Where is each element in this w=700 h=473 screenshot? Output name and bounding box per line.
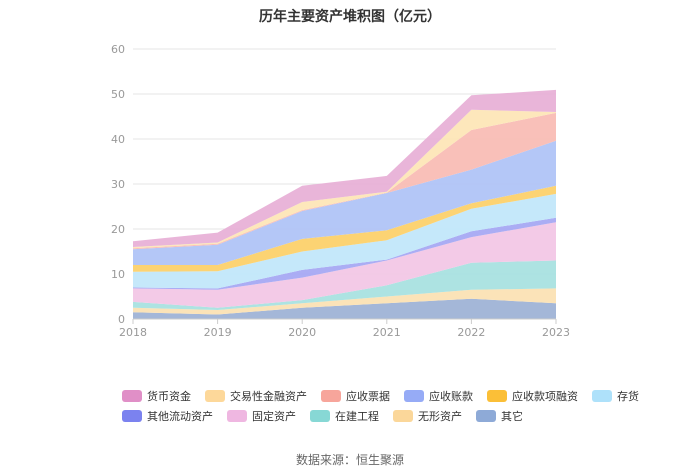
legend-label: 固定资产 [252, 410, 296, 423]
legend-item[interactable]: 在建工程 [310, 408, 379, 424]
legend-swatch [122, 410, 142, 422]
legend-swatch [205, 390, 225, 402]
x-tick-label: 2019 [204, 326, 232, 339]
y-tick-label: 10 [111, 268, 125, 281]
legend-swatch [227, 410, 247, 422]
legend-row: 其他流动资产 固定资产 在建工程 无形资产 其它 [122, 406, 602, 426]
area-series[interactable] [133, 140, 556, 265]
area-series[interactable] [133, 193, 556, 289]
legend-item[interactable]: 应收款项融资 [487, 388, 578, 404]
legend-swatch [122, 390, 142, 402]
x-tick-label: 2020 [288, 326, 316, 339]
legend-item[interactable]: 应收票据 [321, 388, 390, 404]
y-tick-label: 50 [111, 88, 125, 101]
chart-title: 历年主要资产堆积图（亿元） [259, 9, 441, 25]
legend-item[interactable]: 交易性金融资产 [205, 388, 307, 404]
y-tick-label: 30 [111, 178, 125, 191]
legend: 货币资金 交易性金融资产 应收票据 应收账款 应收款项融资 存货其他流动资产 固定资产 在建工… [122, 386, 639, 426]
legend-label: 其他流动资产 [147, 410, 213, 423]
legend-item[interactable]: 应收账款 [404, 388, 473, 404]
legend-label: 无形资产 [418, 410, 462, 423]
x-tick-label: 2023 [542, 326, 570, 339]
legend-swatch [592, 390, 612, 402]
legend-label: 交易性金融资产 [230, 390, 307, 403]
area-series[interactable] [133, 260, 556, 311]
legend-label: 应收票据 [346, 390, 390, 403]
legend-item[interactable]: 固定资产 [227, 408, 296, 424]
legend-swatch [321, 390, 341, 402]
legend-item[interactable]: 其他流动资产 [122, 408, 213, 424]
data-source: 数据来源：恒生聚源 [295, 453, 404, 467]
legend-label: 存货 [617, 390, 639, 403]
y-tick-label: 40 [111, 133, 125, 146]
y-tick-label: 60 [111, 43, 125, 56]
y-tick-label: 0 [118, 313, 125, 326]
x-tick-label: 2018 [119, 326, 147, 339]
legend-swatch [487, 390, 507, 402]
legend-item[interactable]: 其它 [476, 408, 523, 424]
area-series[interactable] [133, 288, 556, 315]
legend-label: 应收账款 [429, 390, 473, 403]
area-series[interactable] [133, 89, 556, 248]
x-tick-label: 2021 [373, 326, 401, 339]
legend-row: 货币资金 交易性金融资产 应收票据 应收账款 应收款项融资 存货 [122, 386, 639, 406]
area-series[interactable] [133, 298, 556, 319]
legend-swatch [476, 410, 496, 422]
x-tick-label: 2022 [457, 326, 485, 339]
area-series[interactable] [133, 112, 556, 250]
legend-label: 在建工程 [335, 410, 379, 423]
legend-label: 应收款项融资 [512, 390, 578, 403]
legend-item[interactable]: 货币资金 [122, 388, 191, 404]
legend-label: 货币资金 [147, 390, 191, 403]
legend-swatch [310, 410, 330, 422]
legend-item[interactable]: 存货 [592, 388, 639, 404]
area-series[interactable] [133, 222, 556, 308]
legend-swatch [393, 410, 413, 422]
legend-swatch [404, 390, 424, 402]
y-tick-label: 20 [111, 223, 125, 236]
legend-item[interactable]: 无形资产 [393, 408, 462, 424]
legend-label: 其它 [501, 410, 523, 423]
area-series[interactable] [133, 109, 556, 249]
area-series[interactable] [133, 217, 556, 290]
